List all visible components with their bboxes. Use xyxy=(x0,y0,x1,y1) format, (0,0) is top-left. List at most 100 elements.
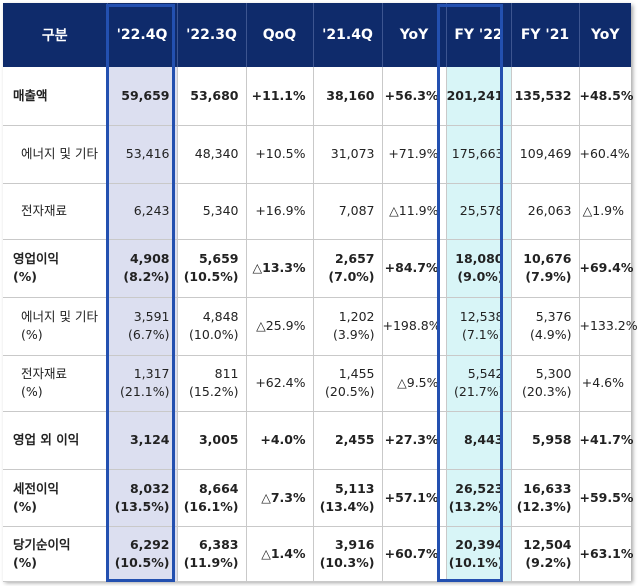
table-cell: +62.4% xyxy=(246,355,314,412)
table-cell: +60.7% xyxy=(382,526,447,582)
row-label: 전자재료 xyxy=(3,183,108,240)
table-cell: +11.1% xyxy=(246,67,314,126)
cell-value: 1,202 xyxy=(338,309,375,324)
cell-value: 8,664 xyxy=(198,480,239,496)
table-cell: 5,113 (13.4%) xyxy=(313,469,383,527)
table-cell: 201,241 xyxy=(446,67,512,126)
cell-margin: (3.9%) xyxy=(332,327,375,342)
cell-value: 2,657 xyxy=(334,251,375,266)
table-cell: 109,469 xyxy=(511,125,580,184)
cell-value: +198.8% xyxy=(382,318,441,333)
cell-margin: (8.2%) xyxy=(123,269,170,284)
cell-value: +71.9% xyxy=(388,146,439,161)
table-row: 당기순이익 (%) 6,292 (10.5%) 6,383 (11.9%) △1.4% 3,9… xyxy=(3,526,633,582)
table-cell: 5,542 (21.7%) xyxy=(446,355,512,412)
table-row: 영업이익 (%) 4,908 (8.2%) 5,659 (10.5%) △13.3% 2,65… xyxy=(3,239,633,298)
table-cell: 1,317 (21.1%) xyxy=(107,355,178,412)
table-cell: △11.9% xyxy=(382,183,447,240)
cell-value: △25.9% xyxy=(256,318,306,333)
cell-margin: (13.5%) xyxy=(114,498,170,514)
cell-value: 3,124 xyxy=(129,432,170,447)
cell-value: 10,676 xyxy=(523,251,572,266)
table-row: 에너지 및 기타 53,416 48,340 +10.5% 31,073 +71.9% 17… xyxy=(3,125,631,184)
cell-margin: (6.7%) xyxy=(127,327,170,342)
cell-value: 53,680 xyxy=(190,87,239,103)
table-cell: +59.5% xyxy=(579,469,633,527)
cell-value: △1.4% xyxy=(261,545,306,561)
cell-margin: (16.1%) xyxy=(183,498,239,514)
cell-value: △11.9% xyxy=(389,203,439,218)
row-label-line: (%) xyxy=(13,269,37,284)
cell-margin: (10.3%) xyxy=(319,554,375,570)
table-cell: +69.4% xyxy=(579,239,633,298)
table-row: 에너지 및 기타 (%) 3,591 (6.7%) 4,848 (10.0%) △25.9%… xyxy=(3,297,638,356)
row-label-line: (%) xyxy=(21,327,43,342)
cell-margin: (11.9%) xyxy=(183,554,239,570)
header-fy-22: FY '22 xyxy=(446,3,512,67)
table-row: 전자재료 (%) 1,317 (21.1%) 811 (15.2%) +62.4% 1,455… xyxy=(3,355,631,412)
table-row: 매출액 59,659 53,680 +11.1% 38,160 +56.3% 201,241… xyxy=(3,67,633,126)
header-yoy-quarter: YoY xyxy=(382,3,447,67)
table-cell: +84.7% xyxy=(382,239,447,298)
row-label-line: 에너지 및 기타 xyxy=(21,146,98,161)
cell-value: 3,005 xyxy=(198,432,239,447)
table-cell: 16,633 (12.3%) xyxy=(511,469,580,527)
header-fy-21: FY '21 xyxy=(511,3,580,67)
table-cell: +4.6% xyxy=(579,355,631,412)
cell-value: 4,908 xyxy=(129,251,170,266)
table-cell: +27.3% xyxy=(382,411,447,470)
financial-results-table: 구분 '22.4Q '22.3Q QoQ '21.4Q YoY FY '22 FY '21 Yo… xyxy=(3,3,638,582)
cell-value: 12,538 xyxy=(459,309,504,324)
financial-table-panel: 구분 '22.4Q '22.3Q QoQ '21.4Q YoY FY '22 FY '21 Yo… xyxy=(3,3,638,582)
cell-value: 175,663 xyxy=(451,146,504,161)
table-cell: +60.4% xyxy=(579,125,631,184)
table-cell: 3,916 (10.3%) xyxy=(313,526,383,582)
table-cell: 6,383 (11.9%) xyxy=(177,526,247,582)
table-cell: 3,005 xyxy=(177,411,247,470)
table-cell: 8,443 xyxy=(446,411,512,470)
table-cell: △9.5% xyxy=(382,355,447,412)
cell-margin: (21.1%) xyxy=(120,384,170,399)
table-body: 매출액 59,659 53,680 +11.1% 38,160 +56.3% 201,241… xyxy=(3,67,638,582)
table-cell: △1.4% xyxy=(246,526,314,582)
cell-value: 109,469 xyxy=(519,146,572,161)
cell-value: 201,241 xyxy=(446,87,504,103)
cell-value: 3,916 xyxy=(334,536,375,552)
row-label-line: (%) xyxy=(21,384,43,399)
cell-value: +62.4% xyxy=(255,375,306,390)
cell-value: 5,376 xyxy=(535,309,572,324)
table-cell: 5,376 (4.9%) xyxy=(511,297,580,356)
table-cell: 5,659 (10.5%) xyxy=(177,239,247,298)
cell-value: +84.7% xyxy=(384,260,439,275)
cell-margin: (10.5%) xyxy=(114,554,170,570)
cell-margin: (4.9%) xyxy=(529,327,572,342)
row-label: 에너지 및 기타 xyxy=(3,125,108,184)
table-cell: 811 (15.2%) xyxy=(177,355,247,412)
cell-value: 4,848 xyxy=(202,309,239,324)
table-cell: 135,532 xyxy=(511,67,580,126)
cell-value: 53,416 xyxy=(125,146,170,161)
cell-value: 2,455 xyxy=(334,432,375,447)
table-cell: 6,243 xyxy=(107,183,178,240)
table-cell: +198.8% xyxy=(382,297,447,356)
cell-value: 59,659 xyxy=(121,87,170,103)
cell-margin: (13.4%) xyxy=(319,498,375,514)
cell-margin: (20.3%) xyxy=(522,384,572,399)
cell-value: 25,578 xyxy=(459,203,504,218)
table-cell: 59,659 xyxy=(107,67,178,126)
cell-margin: (7.0%) xyxy=(328,269,375,284)
cell-value: 6,383 xyxy=(198,536,239,552)
header-row: 구분 '22.4Q '22.3Q QoQ '21.4Q YoY FY '22 FY '21 Yo… xyxy=(3,3,631,67)
cell-value: +57.1% xyxy=(384,489,439,505)
table-cell: 5,300 (20.3%) xyxy=(511,355,580,412)
table-row: 전자재료 6,243 5,340 +16.9% 7,087 △11.9% 25,578 26,… xyxy=(3,183,631,240)
cell-value: +16.9% xyxy=(255,203,306,218)
cell-value: +41.7% xyxy=(579,432,634,447)
row-label-line: 당기순이익 xyxy=(13,536,71,552)
row-label-line: 세전이익 xyxy=(13,480,60,496)
table-cell: +63.1% xyxy=(579,526,633,582)
table-cell: 8,032 (13.5%) xyxy=(107,469,178,527)
cell-value: 7,087 xyxy=(338,203,375,218)
cell-margin: (10.5%) xyxy=(183,269,239,284)
table-cell: 8,664 (16.1%) xyxy=(177,469,247,527)
